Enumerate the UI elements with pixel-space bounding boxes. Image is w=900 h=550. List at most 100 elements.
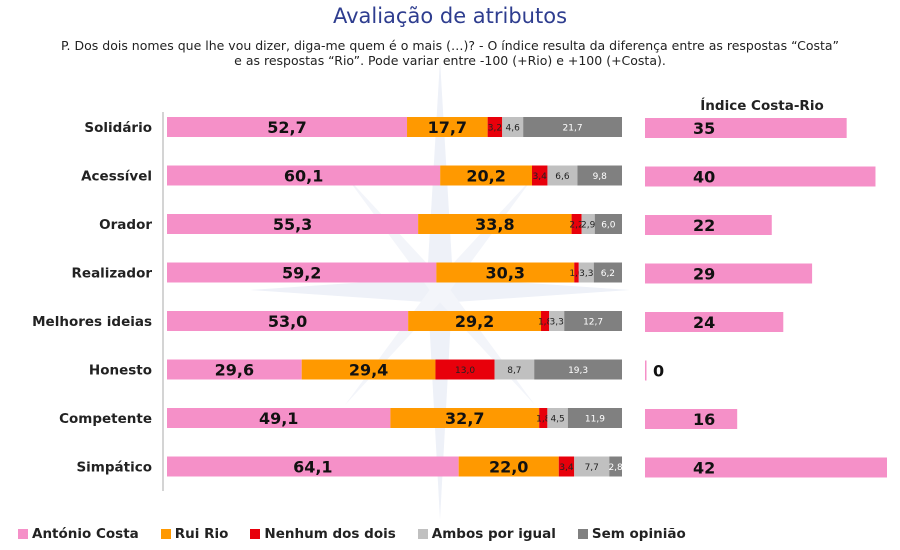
legend-swatch [417, 529, 428, 539]
legend-item: Ambos por igual [417, 524, 556, 544]
bar-segment [435, 359, 495, 380]
data-label: 60,1 [284, 167, 323, 186]
bar-segment [577, 165, 622, 186]
bar-segment [594, 214, 622, 234]
data-label: 9,8 [593, 172, 608, 182]
bar-segment [167, 117, 408, 137]
index-bar [645, 360, 647, 381]
chart-subtitle: P. Dos dois nomes que lhe vou dizer, dig… [20, 38, 880, 68]
data-label: 4,6 [506, 124, 521, 134]
bar-segment [408, 311, 542, 331]
legend-swatch [160, 529, 171, 539]
bar-segment [390, 408, 540, 428]
index-bar [645, 215, 772, 235]
index-value-label: 22 [693, 216, 715, 235]
data-label: 1,8 [538, 318, 553, 328]
index-bar [645, 409, 738, 429]
bar-segment [539, 408, 548, 428]
data-label: 29,2 [455, 312, 494, 331]
bar-segment [301, 359, 436, 380]
data-label: 6,2 [601, 269, 615, 279]
legend-swatch [18, 529, 28, 539]
bar-segment [549, 311, 565, 331]
stacked-bar-chart: Solidário 52,7 17,7 3,2 4,6 21,7 Acessível 60,1… [32, 112, 623, 491]
bar-segment [167, 456, 459, 477]
index-value-label: 29 [693, 265, 715, 284]
bar-segment [578, 262, 594, 283]
bar-segment [487, 117, 503, 137]
data-label: 13,0 [455, 366, 475, 376]
category-label: Honesto [89, 363, 152, 379]
data-label: 53,0 [268, 312, 307, 331]
data-label: 3,2 [488, 124, 502, 134]
index-value-label: 16 [693, 410, 715, 429]
data-label: 3,4 [559, 463, 574, 473]
data-label: 20,2 [466, 167, 505, 186]
bar-segment [167, 359, 302, 380]
bar-segment [574, 262, 579, 283]
legend-label: Sem opinião [591, 526, 686, 542]
data-label: 17,7 [428, 118, 467, 137]
bar-segment [458, 456, 559, 477]
category-label: Solidário [84, 120, 152, 136]
data-label: 2,9 [581, 221, 596, 231]
data-label: 3,3 [550, 318, 564, 328]
data-label: 7,7 [585, 463, 599, 473]
bar-segment [167, 311, 409, 331]
subtitle-line-1: P. Dos dois nomes que lhe vou dizer, dig… [60, 38, 840, 53]
legend-swatch [577, 529, 588, 539]
data-label: 59,2 [282, 264, 321, 283]
bar-segment [558, 456, 575, 477]
index-value-label: 35 [693, 119, 715, 138]
bar-segment [532, 165, 548, 186]
index-bar-chart: Índice Costa-Rio 35 40 22 29 24 0 16 42 [645, 97, 887, 478]
legend-label: Ambos por igual [431, 526, 556, 542]
bar-segment [167, 214, 419, 234]
data-label: 1,0 [569, 269, 584, 279]
bar-segment [534, 359, 622, 380]
index-value-label: 40 [693, 168, 715, 187]
bar-segment [167, 262, 437, 283]
data-label: 19,3 [568, 366, 588, 376]
bar-segment [593, 262, 622, 283]
legend-item: António Costa [18, 524, 139, 544]
bar-segment [547, 165, 578, 186]
legend-label: Rui Rio [174, 526, 229, 542]
bar-segment [436, 262, 575, 283]
index-bar [645, 312, 784, 332]
bar-segment [418, 214, 572, 234]
category-label: Acessível [81, 169, 152, 185]
category-label: Melhores ideias [32, 314, 152, 330]
category-label: Simpático [76, 460, 152, 476]
legend-item: Sem opinião [577, 524, 686, 544]
bar-segment [547, 408, 568, 428]
bar-segment [407, 117, 488, 137]
bar-segment [571, 214, 582, 234]
data-label: 11,9 [585, 415, 605, 425]
index-bar [645, 166, 876, 187]
legend: António Costa Rui Rio Nenhum dos dois Ambos… [18, 524, 686, 544]
data-label: 4,5 [550, 415, 564, 425]
bar-segment [609, 456, 622, 477]
data-label: 30,3 [486, 264, 525, 283]
index-value-label: 42 [693, 459, 715, 478]
data-label: 32,7 [445, 409, 484, 428]
bar-segment [494, 359, 535, 380]
bar-segment [167, 165, 441, 186]
data-label: 49,1 [259, 409, 298, 428]
bar-segment [581, 214, 595, 234]
bar-segment [523, 117, 622, 137]
index-bar [645, 118, 847, 138]
index-bar [645, 457, 887, 478]
index-bar [645, 263, 813, 284]
chart-title: Avaliação de atributos [332, 4, 568, 28]
bar-segment [564, 311, 622, 331]
category-label: Competente [59, 411, 152, 427]
bar-segment [567, 408, 622, 428]
data-label: 22,0 [489, 458, 528, 477]
data-label: 6,0 [601, 221, 616, 231]
legend-item: Nenhum dos dois [250, 524, 396, 544]
data-label: 2,8 [608, 463, 623, 473]
bar-segment [574, 456, 610, 477]
category-label: Realizador [72, 266, 153, 282]
